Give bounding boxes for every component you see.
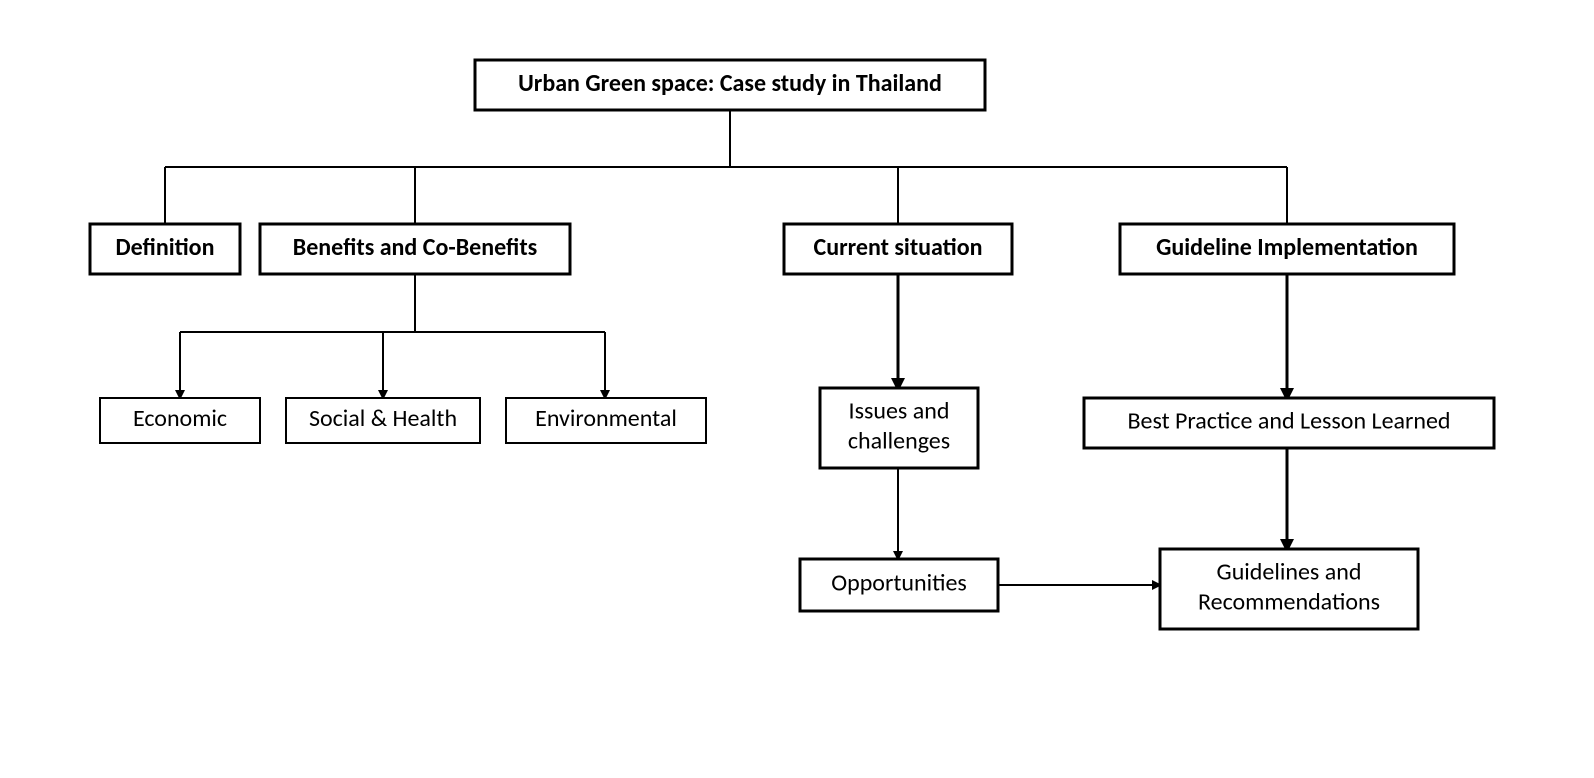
flowchart-diagram: Urban Green space: Case study in Thailan… — [0, 0, 1594, 778]
node-label: Guideline Implementation — [1156, 233, 1418, 262]
node-economic: Economic — [100, 398, 260, 443]
node-root: Urban Green space: Case study in Thailan… — [475, 60, 985, 110]
node-label: Economic — [133, 404, 227, 433]
node-bestpractice: Best Practice and Lesson Learned — [1084, 398, 1494, 448]
node-guideline: Guideline Implementation — [1120, 224, 1454, 274]
node-label: Social & Health — [309, 404, 457, 433]
node-guidelines: Guidelines andRecommendations — [1160, 549, 1418, 629]
node-current: Current situation — [784, 224, 1012, 274]
node-label: Urban Green space: Case study in Thailan… — [518, 69, 942, 98]
node-label: Recommendations — [1198, 588, 1380, 617]
node-opportunities: Opportunities — [800, 559, 998, 611]
node-environmental: Environmental — [506, 398, 706, 443]
node-label: Benefits and Co-Benefits — [293, 233, 537, 262]
node-label: Definition — [116, 233, 215, 262]
node-benefits: Benefits and Co-Benefits — [260, 224, 570, 274]
node-label: Current situation — [814, 233, 983, 262]
node-definition: Definition — [90, 224, 240, 274]
node-issues: Issues andchallenges — [820, 388, 978, 468]
node-label: Environmental — [535, 404, 677, 433]
node-label: Issues and — [849, 397, 950, 426]
node-label: Best Practice and Lesson Learned — [1127, 407, 1450, 436]
node-label: challenges — [848, 427, 950, 456]
node-label: Guidelines and — [1217, 558, 1362, 587]
node-social: Social & Health — [286, 398, 480, 443]
node-label: Opportunities — [831, 569, 967, 598]
